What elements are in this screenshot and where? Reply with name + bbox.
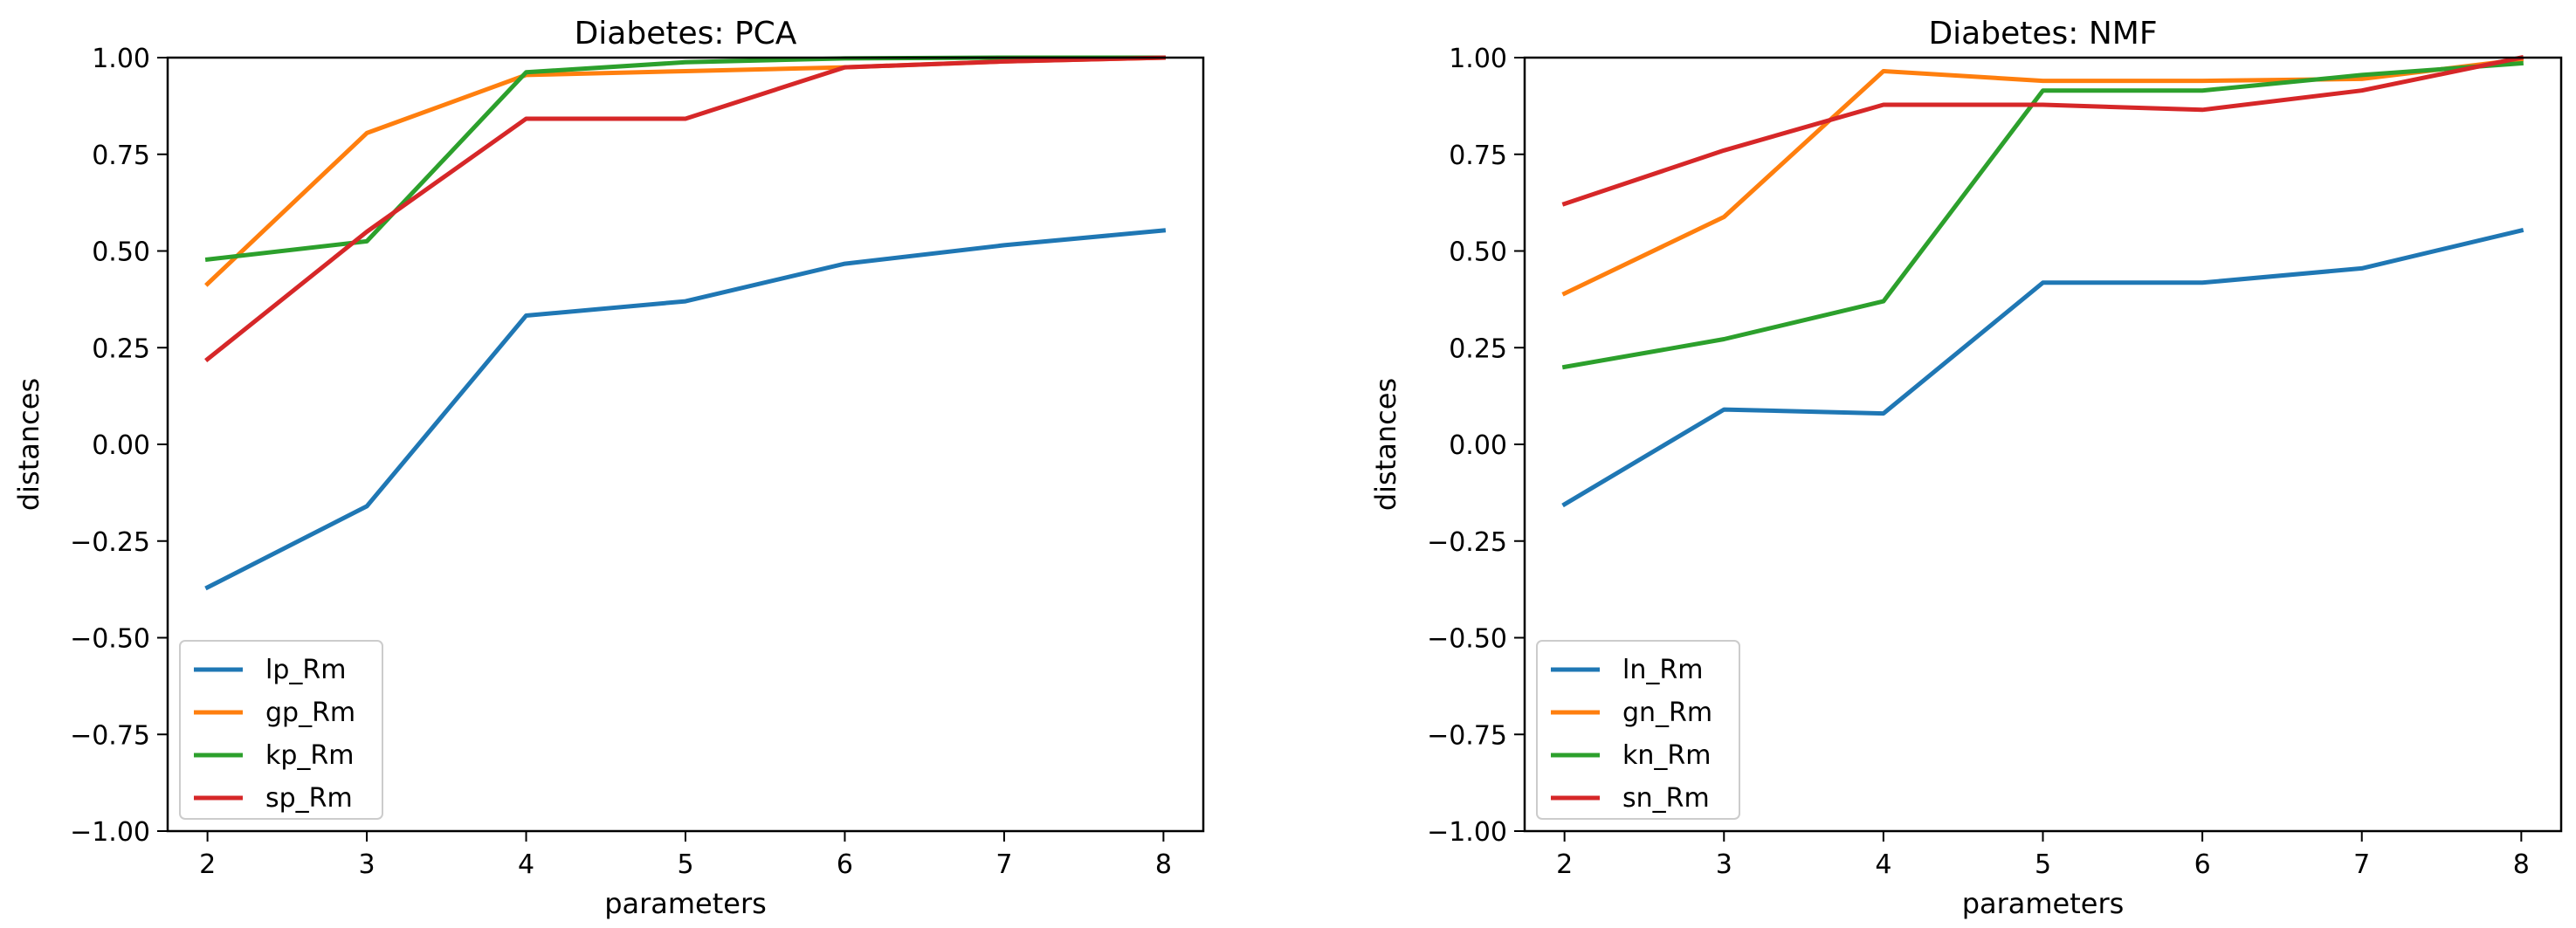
chart-1-y-axis-label: distances xyxy=(1369,378,1402,511)
x-tick-label: 8 xyxy=(2513,849,2530,880)
chart-0-x-axis-label: parameters xyxy=(604,887,767,920)
y-tick-label: 0.25 xyxy=(1449,333,1507,364)
x-tick-label: 8 xyxy=(1155,849,1172,880)
series-line-gn_Rm xyxy=(1561,57,2524,297)
legend-label-gn_Rm: gn_Rm xyxy=(1622,698,1712,728)
legend-label-sn_Rm: sn_Rm xyxy=(1622,783,1710,814)
x-tick-label: 3 xyxy=(359,849,375,880)
chart-0-title: Diabetes: PCA xyxy=(575,16,797,52)
legend-box xyxy=(179,640,383,820)
y-tick-label: −0.75 xyxy=(1427,720,1507,751)
y-tick-label: −0.50 xyxy=(70,624,150,655)
legend-label-gp_Rm: gp_Rm xyxy=(265,698,355,728)
series-line-lp_Rm xyxy=(204,228,1167,591)
x-tick-label: 2 xyxy=(1556,849,1573,880)
y-tick-label: −1.00 xyxy=(1427,817,1507,848)
x-tick-label: 5 xyxy=(677,849,693,880)
chart-0-legend: lp_Rm gp_Rm kp_Rm sp_Rm xyxy=(179,640,383,820)
y-tick-label: −0.50 xyxy=(1427,624,1507,655)
x-tick-label: 7 xyxy=(2353,849,2370,880)
x-tick-label: 6 xyxy=(2194,849,2211,880)
series-line-ln_Rm xyxy=(1561,227,2524,508)
y-tick-label: 1.00 xyxy=(92,44,150,74)
y-tick-label: −0.25 xyxy=(70,527,150,558)
chart-0-series-group xyxy=(204,55,1167,591)
chart-pca: 2 3 4 5 6 7 8 1.00 0.75 0.50 0.25 0.00 −0.25 −0.50 −0.… xyxy=(12,16,1205,920)
x-tick-label: 6 xyxy=(837,849,853,880)
y-tick-label: −0.25 xyxy=(1427,527,1507,558)
y-tick-label: −0.75 xyxy=(70,720,150,751)
y-tick-label: 0.50 xyxy=(92,237,150,268)
y-tick-label: 0.75 xyxy=(92,141,150,171)
x-tick-label: 3 xyxy=(1716,849,1732,880)
y-tick-label: 0.00 xyxy=(92,430,150,461)
series-line-kn_Rm xyxy=(1561,60,2524,370)
legend-label-kp_Rm: kp_Rm xyxy=(265,740,354,771)
chart-1-series-group xyxy=(1561,55,2524,508)
legend-label-ln_Rm: ln_Rm xyxy=(1622,655,1703,685)
x-tick-label: 5 xyxy=(2035,849,2051,880)
x-tick-label: 7 xyxy=(995,849,1012,880)
series-line-sn_Rm xyxy=(1561,55,2524,207)
legend-label-lp_Rm: lp_Rm xyxy=(265,655,346,685)
chart-1-title: Diabetes: NMF xyxy=(1928,16,2157,52)
legend-label-sp_Rm: sp_Rm xyxy=(265,783,353,814)
x-tick-label: 2 xyxy=(199,849,216,880)
chart-1-legend: ln_Rm gn_Rm kn_Rm sn_Rm xyxy=(1536,640,1740,820)
legend-box xyxy=(1536,640,1740,820)
series-line-sp_Rm xyxy=(204,55,1166,363)
chart-0-y-axis-label: distances xyxy=(12,378,45,511)
chart-nmf: 2 3 4 5 6 7 8 1.00 0.75 0.50 0.25 0.00 −0.25 −0.50 −0.… xyxy=(1369,16,2563,920)
y-tick-label: 0.75 xyxy=(1449,141,1507,171)
y-tick-label: 1.00 xyxy=(1449,44,1507,74)
chart-1-x-axis-label: parameters xyxy=(1962,887,2125,920)
y-tick-label: 0.50 xyxy=(1449,237,1507,268)
x-tick-label: 4 xyxy=(518,849,534,880)
y-tick-label: −1.00 xyxy=(70,817,150,848)
y-tick-label: 0.00 xyxy=(1449,430,1507,461)
legend-label-kn_Rm: kn_Rm xyxy=(1622,740,1711,771)
x-tick-label: 4 xyxy=(1875,849,1891,880)
y-tick-label: 0.25 xyxy=(92,333,150,364)
